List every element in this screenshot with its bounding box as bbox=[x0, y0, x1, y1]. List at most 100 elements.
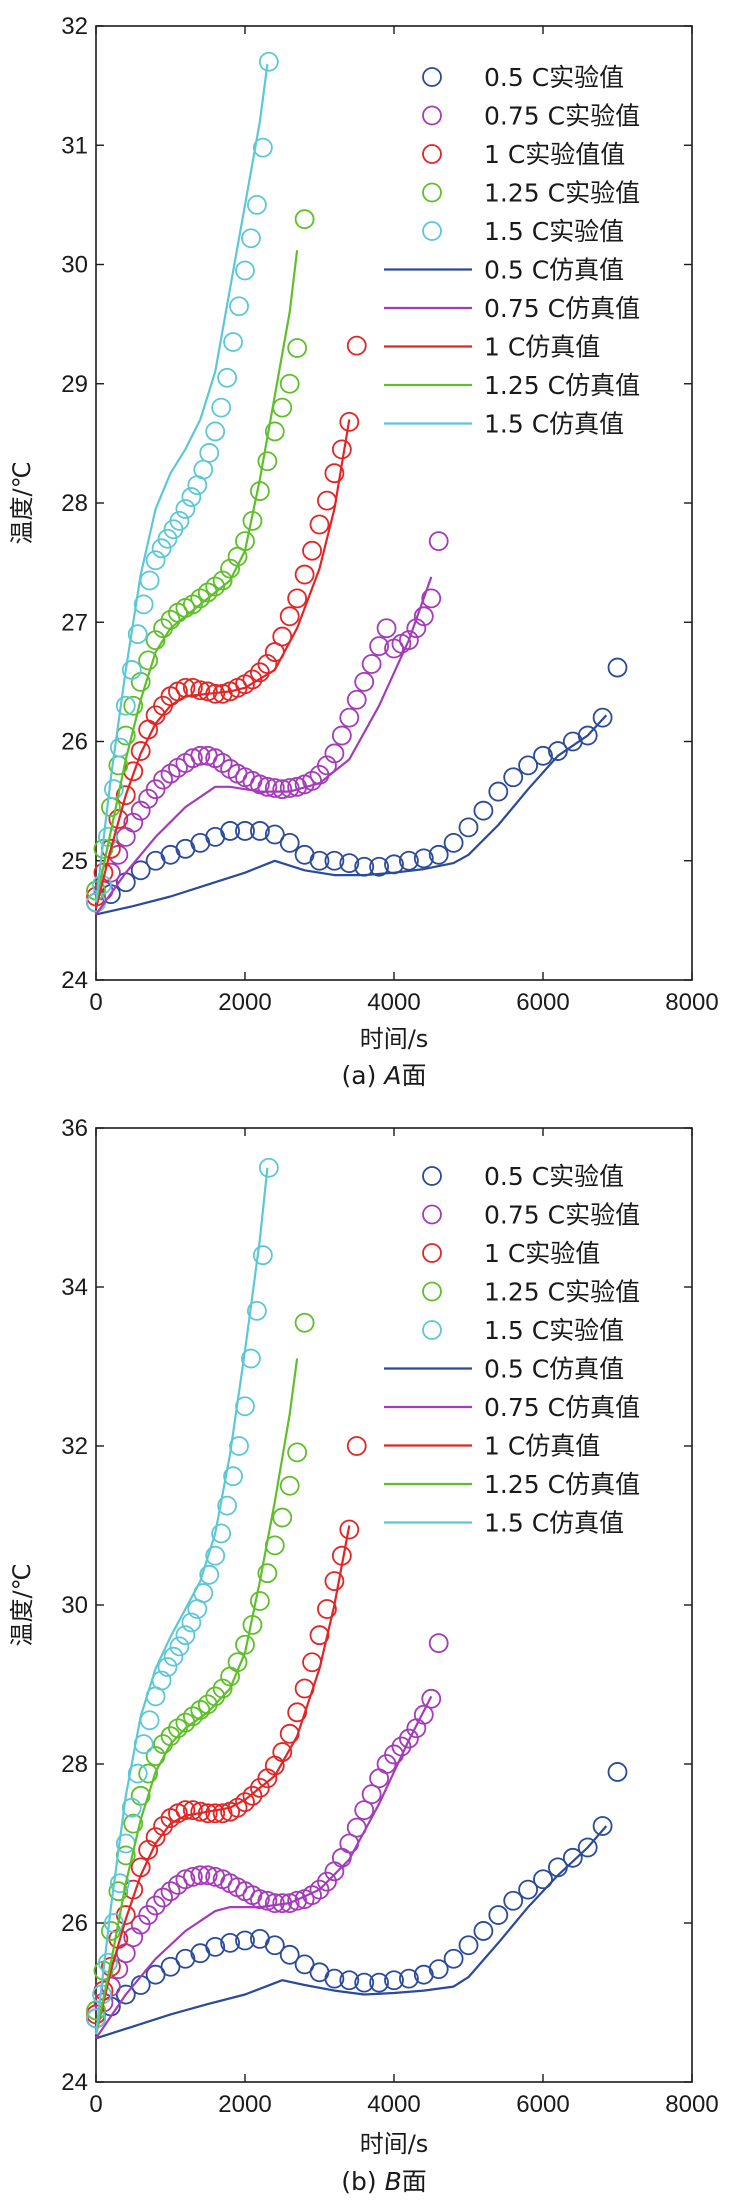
data-point bbox=[145, 1895, 166, 1916]
y-tick-label: 26 bbox=[61, 729, 88, 756]
data-point bbox=[235, 821, 255, 841]
data-point bbox=[257, 654, 278, 674]
caption-suffix: 面 bbox=[401, 1061, 426, 1090]
data-point bbox=[115, 1984, 136, 2005]
data-point bbox=[518, 755, 538, 776]
data-point bbox=[235, 1792, 255, 1813]
y-tick-label: 25 bbox=[61, 848, 88, 875]
data-point bbox=[133, 594, 154, 615]
data-point bbox=[272, 626, 293, 647]
data-point bbox=[398, 1968, 419, 1989]
data-point bbox=[428, 844, 449, 865]
data-point bbox=[211, 1523, 232, 1544]
data-point bbox=[138, 719, 159, 740]
data-point bbox=[257, 451, 278, 472]
data-point bbox=[103, 779, 124, 800]
data-point bbox=[235, 1930, 255, 1951]
figure-caption: (b) B面 bbox=[341, 2167, 427, 2196]
data-point bbox=[324, 850, 345, 871]
y-tick-label: 30 bbox=[61, 1592, 88, 1619]
data-point bbox=[533, 1869, 553, 1890]
chart-a: 0 2000 4000 6000 8000 24 25 26 27 28 29 30 31 32 时间/s 温… bbox=[8, 13, 719, 1090]
data-point bbox=[182, 1866, 203, 1887]
data-point bbox=[220, 821, 241, 841]
data-point bbox=[139, 570, 160, 591]
data-point bbox=[503, 1890, 524, 1911]
data-point bbox=[354, 671, 375, 692]
data-point bbox=[247, 194, 267, 215]
x-tick-label: 6000 bbox=[516, 989, 569, 1016]
data-point bbox=[473, 800, 494, 821]
data-point bbox=[217, 367, 238, 388]
data-point bbox=[130, 741, 151, 761]
legend-label: 1 C仿真值 bbox=[484, 333, 600, 362]
data-point bbox=[242, 1785, 263, 1806]
data-point bbox=[317, 1871, 337, 1892]
y-tick-label: 28 bbox=[61, 490, 88, 517]
data-point bbox=[309, 1879, 330, 1900]
data-point bbox=[190, 745, 211, 766]
data-point bbox=[190, 1865, 211, 1886]
data-point bbox=[247, 1300, 267, 1321]
data-point bbox=[309, 850, 330, 871]
data-point bbox=[577, 1837, 598, 1858]
data-point bbox=[331, 1847, 352, 1868]
legend-label: 1.25 C实验值 bbox=[484, 179, 640, 208]
legend-label: 0.5 C仿真值 bbox=[484, 256, 624, 285]
data-point bbox=[121, 1797, 142, 1818]
legend-marker bbox=[422, 182, 442, 203]
data-point bbox=[249, 1591, 270, 1611]
data-point bbox=[130, 860, 151, 881]
y-tick-label: 32 bbox=[61, 13, 88, 40]
data-point bbox=[369, 1768, 390, 1789]
data-point bbox=[533, 745, 553, 766]
series-line-5 bbox=[95, 1825, 608, 2040]
data-point bbox=[101, 1921, 121, 1941]
legend-label: 1 C仿真值 bbox=[484, 1432, 600, 1461]
y-tick-label: 28 bbox=[61, 1751, 88, 1778]
data-point bbox=[302, 540, 322, 561]
data-point bbox=[145, 1827, 166, 1848]
data-point bbox=[249, 774, 270, 795]
data-point bbox=[272, 1507, 293, 1528]
data-point bbox=[103, 1913, 124, 1933]
data-point bbox=[294, 1312, 315, 1333]
data-point bbox=[160, 1956, 181, 1977]
data-point bbox=[577, 725, 598, 746]
data-point bbox=[175, 499, 196, 519]
data-point bbox=[241, 1348, 261, 1369]
data-point bbox=[413, 848, 434, 869]
data-point bbox=[324, 463, 345, 484]
legend-label: 1.5 C实验值 bbox=[484, 217, 624, 246]
data-point bbox=[145, 630, 166, 651]
data-point bbox=[235, 260, 255, 281]
legend-label: 1.25 C实验值 bbox=[484, 1278, 640, 1307]
data-point bbox=[157, 1657, 178, 1677]
data-point bbox=[139, 1710, 160, 1731]
x-tick-label: 4000 bbox=[367, 989, 420, 1016]
legend-marker bbox=[422, 1166, 442, 1186]
data-point bbox=[287, 1442, 308, 1463]
caption-panel-letter: B bbox=[385, 2167, 402, 2196]
data-point bbox=[458, 1935, 479, 1956]
data-point bbox=[309, 1625, 330, 1646]
data-point bbox=[331, 439, 352, 460]
data-point bbox=[443, 832, 464, 853]
legend-label: 1.25 C仿真值 bbox=[484, 1470, 640, 1499]
legend-marker bbox=[422, 67, 442, 87]
data-point bbox=[361, 1784, 382, 1805]
data-point bbox=[205, 1545, 226, 1566]
data-point bbox=[175, 1625, 196, 1646]
data-point bbox=[443, 1948, 464, 1969]
y-tick-label: 30 bbox=[61, 252, 88, 279]
y-tick-label: 26 bbox=[61, 1910, 88, 1937]
data-point bbox=[488, 1905, 509, 1925]
y-tick-label: 29 bbox=[61, 371, 88, 398]
y-tick-label: 36 bbox=[61, 1115, 88, 1142]
data-point bbox=[115, 785, 136, 806]
data-point bbox=[317, 490, 337, 511]
data-point bbox=[138, 650, 159, 671]
data-point bbox=[169, 510, 190, 531]
x-tick-label: 0 bbox=[89, 989, 102, 1016]
data-point bbox=[279, 373, 300, 394]
